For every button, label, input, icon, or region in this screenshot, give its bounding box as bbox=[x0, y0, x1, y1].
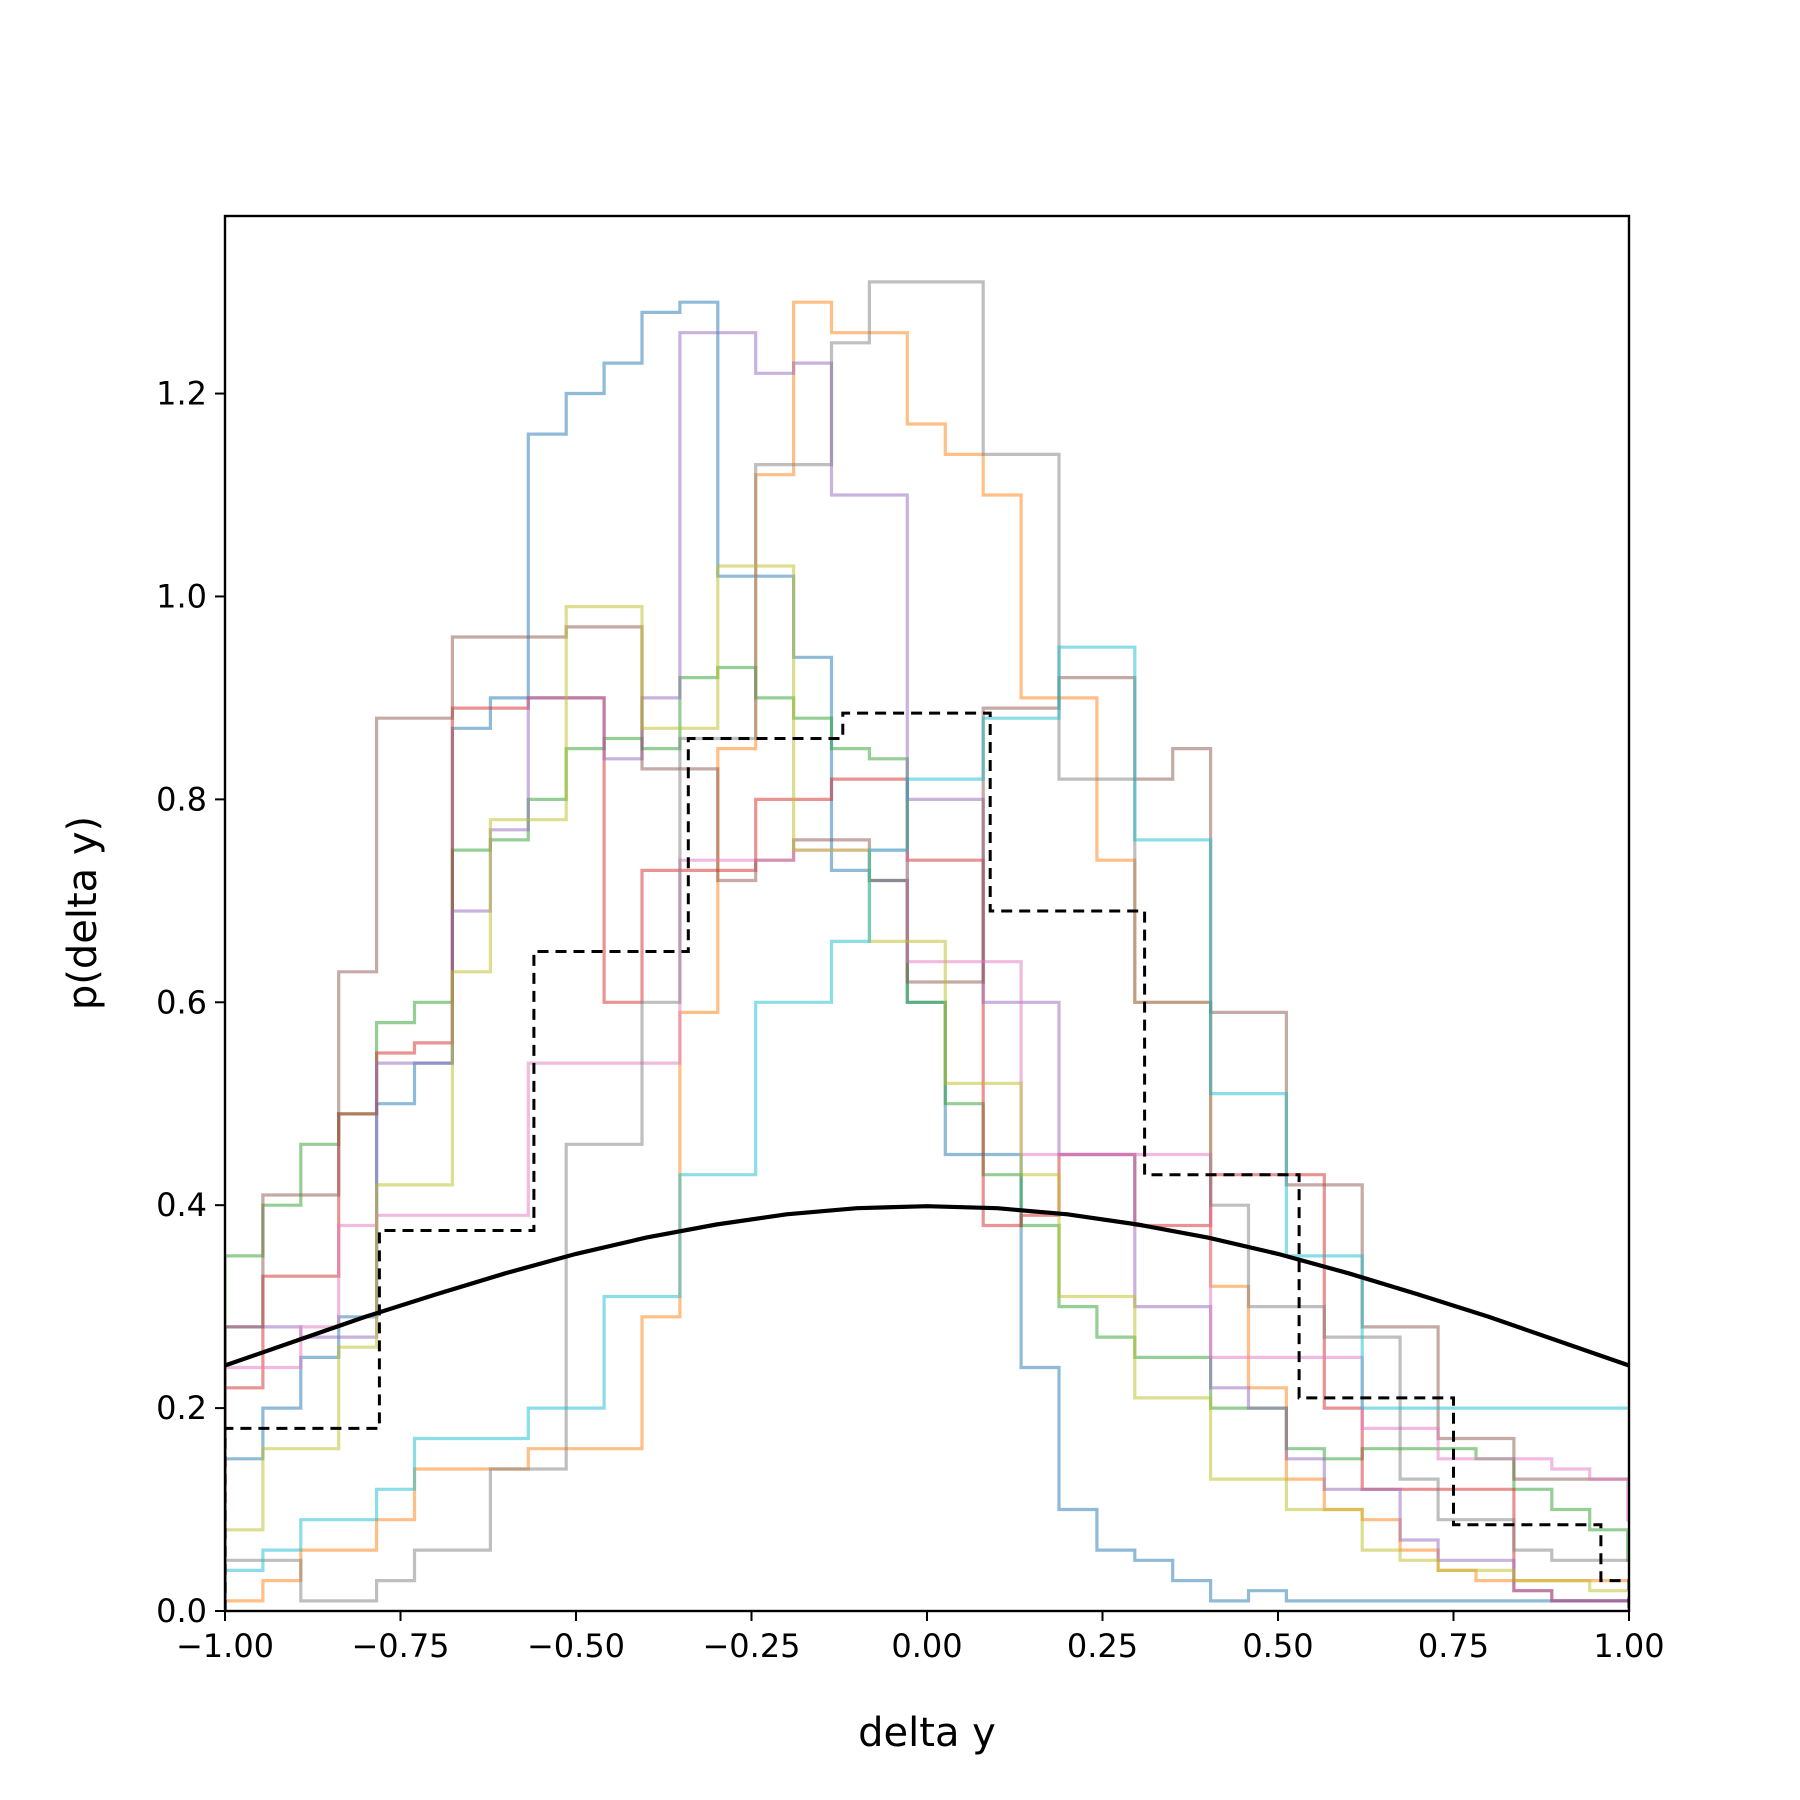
x-axis-label: delta y bbox=[858, 1710, 996, 1756]
y-tick-label: 0.8 bbox=[156, 780, 207, 818]
x-axis: −1.00 −0.75 −0.50 −0.25 0.00 0.25 0.50 0.75 1.00 bbox=[176, 1611, 1665, 1665]
step-histogram-8 bbox=[225, 280, 1629, 1611]
x-tick-label: −1.00 bbox=[176, 1627, 274, 1665]
step-histogram-5 bbox=[225, 331, 1629, 1611]
step-histogram-10 bbox=[225, 645, 1629, 1611]
density-curve bbox=[225, 1204, 1629, 1368]
step-histogram-9 bbox=[225, 564, 1629, 1611]
x-tick-label: 0.75 bbox=[1418, 1627, 1489, 1665]
x-tick-label: −0.25 bbox=[702, 1627, 800, 1665]
x-tick-label: 0.25 bbox=[1067, 1627, 1138, 1665]
y-axis: 0.0 0.2 0.4 0.6 0.8 1.0 1.2 bbox=[156, 375, 225, 1630]
y-tick-label: 0.6 bbox=[156, 983, 207, 1021]
step-histogram-6 bbox=[225, 625, 1629, 1611]
reference-histogram-dashed bbox=[225, 711, 1629, 1611]
series-layer bbox=[225, 280, 1629, 1611]
x-tick-label: −0.50 bbox=[527, 1627, 625, 1665]
x-tick-label: 1.00 bbox=[1593, 1627, 1664, 1665]
y-axis-label: p(delta y) bbox=[60, 816, 106, 1010]
x-tick-label: 0.50 bbox=[1242, 1627, 1313, 1665]
x-tick-label: 0.00 bbox=[891, 1627, 962, 1665]
y-tick-label: 1.0 bbox=[156, 577, 207, 615]
x-tick-label: −0.75 bbox=[351, 1627, 449, 1665]
y-tick-label: 0.4 bbox=[156, 1186, 207, 1224]
y-tick-label: 1.2 bbox=[156, 375, 207, 413]
y-tick-label: 0.2 bbox=[156, 1389, 207, 1427]
y-tick-label: 0.0 bbox=[156, 1592, 207, 1630]
